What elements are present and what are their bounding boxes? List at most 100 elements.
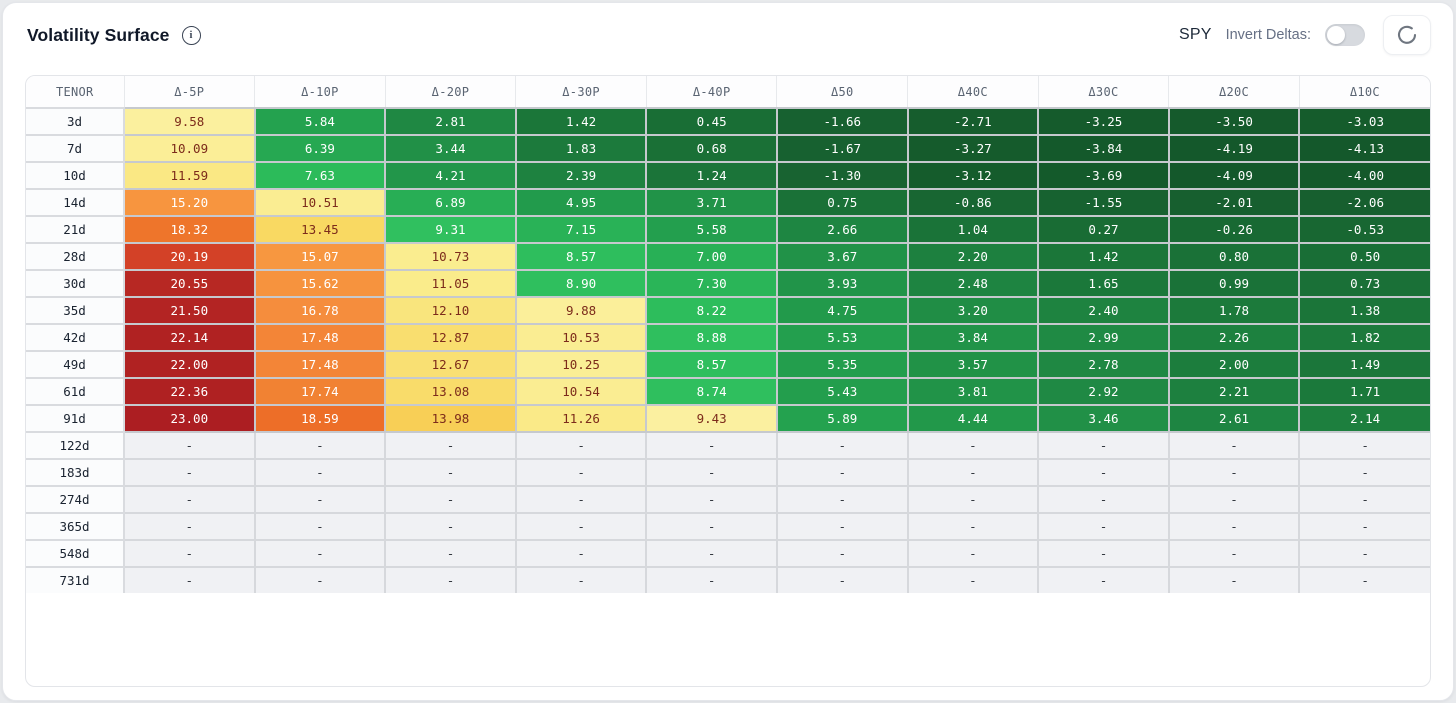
table-row: 30d 20.55 15.62 11.05 8.90 7.30 3.93 2.48 1.65 0.… xyxy=(26,269,1430,298)
vol-cell: 7.00 xyxy=(645,242,778,271)
vol-cell: - xyxy=(123,566,256,594)
vol-cell: 4.21 xyxy=(384,161,517,190)
vol-cell: 2.14 xyxy=(1298,404,1430,433)
vol-cell: - xyxy=(906,566,1040,594)
tenor-cell: 35d xyxy=(26,296,125,325)
tenor-cell: 7d xyxy=(26,134,125,163)
vol-cell: 2.40 xyxy=(1037,296,1170,325)
vol-cell: 3.81 xyxy=(906,377,1040,406)
vol-cell: - xyxy=(253,458,387,487)
vol-cell: - xyxy=(123,458,256,487)
vol-cell: 0.27 xyxy=(1037,215,1170,244)
tenor-cell: 42d xyxy=(26,323,125,352)
vol-cell: - xyxy=(1167,512,1301,541)
vol-cell: -2.71 xyxy=(906,107,1040,136)
vol-cell: 2.20 xyxy=(906,242,1040,271)
vol-cell: - xyxy=(1167,485,1301,514)
vol-cell: - xyxy=(253,431,387,460)
vol-cell: 11.59 xyxy=(123,161,256,190)
vol-cell: 7.30 xyxy=(645,269,778,298)
table-row: 274d - - - - - - - - - - xyxy=(26,485,1430,514)
refresh-button[interactable] xyxy=(1383,15,1431,55)
vol-cell: -3.84 xyxy=(1037,134,1170,163)
vol-cell: 22.00 xyxy=(123,350,256,379)
vol-cell: - xyxy=(775,458,909,487)
vol-cell: 4.75 xyxy=(775,296,909,325)
vol-cell: 12.67 xyxy=(384,350,517,379)
vol-cell: - xyxy=(1298,431,1430,460)
info-icon[interactable]: i xyxy=(181,25,201,45)
table-row: 3d 9.58 5.84 2.81 1.42 0.45 -1.66 -2.71 -3.25 -3.… xyxy=(26,107,1430,136)
vol-cell: 8.88 xyxy=(645,323,778,352)
vol-cell: 1.38 xyxy=(1298,296,1430,325)
vol-cell: -4.19 xyxy=(1167,134,1301,163)
vol-cell: 2.81 xyxy=(384,107,517,136)
table-row: 14d 15.20 10.51 6.89 4.95 3.71 0.75 -0.86 -1.55-… xyxy=(26,188,1430,217)
vol-cell: 21.50 xyxy=(123,296,256,325)
vol-cell: - xyxy=(645,458,778,487)
vol-cell: 8.57 xyxy=(514,242,648,271)
refresh-icon xyxy=(1397,25,1417,44)
vol-cell: 22.14 xyxy=(123,323,256,352)
vol-cell: 23.00 xyxy=(123,404,256,433)
vol-cell: 2.39 xyxy=(514,161,648,190)
tenor-cell: 91d xyxy=(26,404,125,433)
vol-cell: 5.43 xyxy=(775,377,909,406)
vol-cell: - xyxy=(384,539,517,568)
vol-cell: - xyxy=(1298,512,1430,541)
vol-cell: 3.44 xyxy=(384,134,517,163)
invert-deltas-toggle[interactable] xyxy=(1325,24,1365,46)
vol-cell: -1.55 xyxy=(1037,188,1170,217)
vol-cell: -0.53 xyxy=(1298,215,1430,244)
vol-cell: 17.48 xyxy=(253,350,387,379)
vol-cell: - xyxy=(514,458,648,487)
vol-cell: 10.51 xyxy=(253,188,387,217)
vol-cell: 2.66 xyxy=(775,215,909,244)
vol-cell: - xyxy=(775,539,909,568)
vol-cell: 10.25 xyxy=(514,350,648,379)
vol-cell: 10.73 xyxy=(384,242,517,271)
vol-cell: 9.58 xyxy=(123,107,256,136)
table-row: 7d 10.09 6.39 3.44 1.83 0.68 -1.67 -3.27 -3.84 -4… xyxy=(26,134,1430,163)
vol-cell: - xyxy=(384,566,517,594)
vol-cell: 10.54 xyxy=(514,377,648,406)
vol-cell: - xyxy=(1298,566,1430,594)
vol-cell: - xyxy=(906,512,1040,541)
vol-cell: 1.78 xyxy=(1167,296,1301,325)
table-row: 28d 20.19 15.07 10.73 8.57 7.00 3.67 2.20 1.42 0.… xyxy=(26,242,1430,271)
vol-cell: 13.08 xyxy=(384,377,517,406)
toggle-knob xyxy=(1327,26,1345,44)
header-controls: SPY Invert Deltas: xyxy=(1179,15,1431,55)
volatility-table-container: TENOR Δ-5P Δ-10P Δ-20P Δ-30P Δ-40P Δ50 Δ40C Δ30C… xyxy=(25,75,1431,687)
table-row: 548d - - - - - - - - - - xyxy=(26,539,1430,568)
vol-cell: -1.67 xyxy=(775,134,909,163)
table-row: 122d - - - - - - - - - - xyxy=(26,431,1430,460)
vol-cell: - xyxy=(775,431,909,460)
tenor-cell: 30d xyxy=(26,269,125,298)
tenor-cell: 731d xyxy=(26,566,125,594)
vol-cell: - xyxy=(645,485,778,514)
vol-cell: 0.80 xyxy=(1167,242,1301,271)
vol-cell: 13.45 xyxy=(253,215,387,244)
vol-cell: 18.59 xyxy=(253,404,387,433)
symbol-label: SPY xyxy=(1178,26,1212,43)
vol-cell: 6.39 xyxy=(253,134,387,163)
vol-cell: 1.83 xyxy=(514,134,648,163)
tenor-cell: 49d xyxy=(26,350,125,379)
vol-cell: 8.74 xyxy=(645,377,778,406)
vol-cell: - xyxy=(1167,431,1301,460)
vol-cell: - xyxy=(384,458,517,487)
vol-cell: 10.53 xyxy=(514,323,648,352)
vol-cell: - xyxy=(906,458,1040,487)
vol-cell: 5.84 xyxy=(253,107,387,136)
vol-cell: - xyxy=(1298,485,1430,514)
vol-cell: - xyxy=(1037,458,1170,487)
vol-cell: - xyxy=(514,512,648,541)
vol-cell: - xyxy=(123,485,256,514)
vol-cell: 3.93 xyxy=(775,269,909,298)
vol-cell: 15.07 xyxy=(253,242,387,271)
vol-cell: 15.62 xyxy=(253,269,387,298)
vol-cell: 5.35 xyxy=(775,350,909,379)
tenor-cell: 61d xyxy=(26,377,125,406)
vol-cell: 13.98 xyxy=(384,404,517,433)
